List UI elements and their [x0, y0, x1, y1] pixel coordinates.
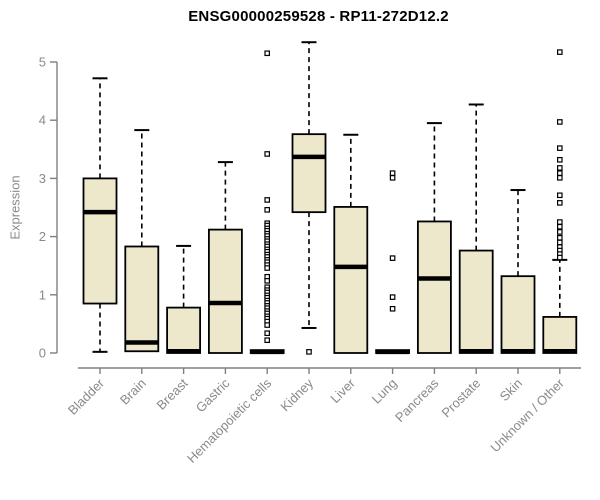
y-tick-label: 1: [39, 287, 46, 302]
x-tick-label: Skin: [497, 376, 525, 404]
outlier-point: [556, 145, 563, 151]
box-unknown-other: [542, 49, 578, 354]
outlier-point: [389, 175, 396, 181]
x-tick-label: Breast: [154, 375, 191, 412]
y-tick-label: 2: [39, 229, 46, 244]
outlier-point: [556, 223, 563, 230]
box-kidney: [291, 41, 327, 355]
x-tick-label: Kidney: [277, 375, 316, 414]
outlier-point: [389, 294, 396, 300]
y-tick-label: 0: [39, 346, 46, 361]
box-rect: [207, 228, 243, 354]
box-breast: [166, 244, 202, 354]
outlier-point: [556, 200, 563, 206]
outlier-point: [389, 170, 396, 176]
x-tick-label: Pancreas: [392, 375, 442, 425]
box-rect: [82, 177, 118, 305]
outlier-point: [389, 305, 396, 312]
outlier-point: [556, 219, 563, 225]
x-tick-label: Prostate: [438, 376, 483, 421]
outlier-point: [264, 151, 271, 157]
box-gastric: [207, 161, 243, 354]
chart-title: ENSG00000259528 - RP11-272D12.2: [188, 8, 449, 25]
outlier-point: [264, 337, 271, 343]
outlier-point: [306, 349, 312, 355]
outlier-point: [556, 156, 563, 163]
box-prostate: [458, 103, 494, 354]
x-tick-label: Liver: [327, 375, 358, 406]
box-rect: [124, 245, 160, 353]
box-liver: [333, 133, 369, 354]
x-tick-label: Bladder: [65, 375, 108, 418]
outlier-point: [556, 229, 563, 235]
outlier-point: [556, 234, 563, 241]
box-skin: [500, 189, 536, 354]
y-tick-label: 4: [39, 113, 46, 128]
y-tick-label: 5: [39, 55, 46, 70]
outlier-point: [264, 265, 271, 271]
outlier-point: [264, 278, 271, 284]
outlier-point: [264, 50, 271, 57]
box-rect: [166, 306, 202, 354]
box-lung: [375, 170, 411, 355]
box-rect: [458, 249, 494, 354]
outlier-point: [556, 175, 563, 181]
box-rect: [291, 133, 327, 214]
outlier-point: [556, 165, 563, 171]
x-tick-label: Gastric: [193, 375, 233, 415]
outlier-point: [556, 192, 563, 199]
box-rect: [416, 220, 452, 354]
box-rect: [500, 275, 536, 354]
box-rect: [542, 316, 578, 354]
box-rect: [333, 206, 369, 354]
outlier-point: [556, 254, 563, 261]
x-tick-label: Unknown / Other: [487, 375, 567, 455]
outlier-point: [264, 322, 271, 328]
y-tick-label: 3: [39, 171, 46, 186]
outlier-point: [556, 49, 563, 55]
outlier-point: [556, 119, 563, 125]
outlier-point: [264, 207, 271, 213]
outlier-point: [556, 239, 563, 246]
box-hematopoietic-cells: [249, 50, 285, 355]
outlier-point: [264, 197, 271, 203]
x-tick-label: Lung: [369, 376, 400, 407]
y-axis: 0 1 2 3 4 5: [39, 55, 58, 361]
box-pancreas: [416, 122, 452, 354]
outlier-point: [264, 330, 271, 337]
box-bladder: [82, 77, 118, 353]
outlier-point: [389, 255, 396, 261]
box-brain: [124, 129, 160, 353]
outlier-point: [556, 170, 563, 176]
x-tick-label: Brain: [117, 376, 149, 408]
